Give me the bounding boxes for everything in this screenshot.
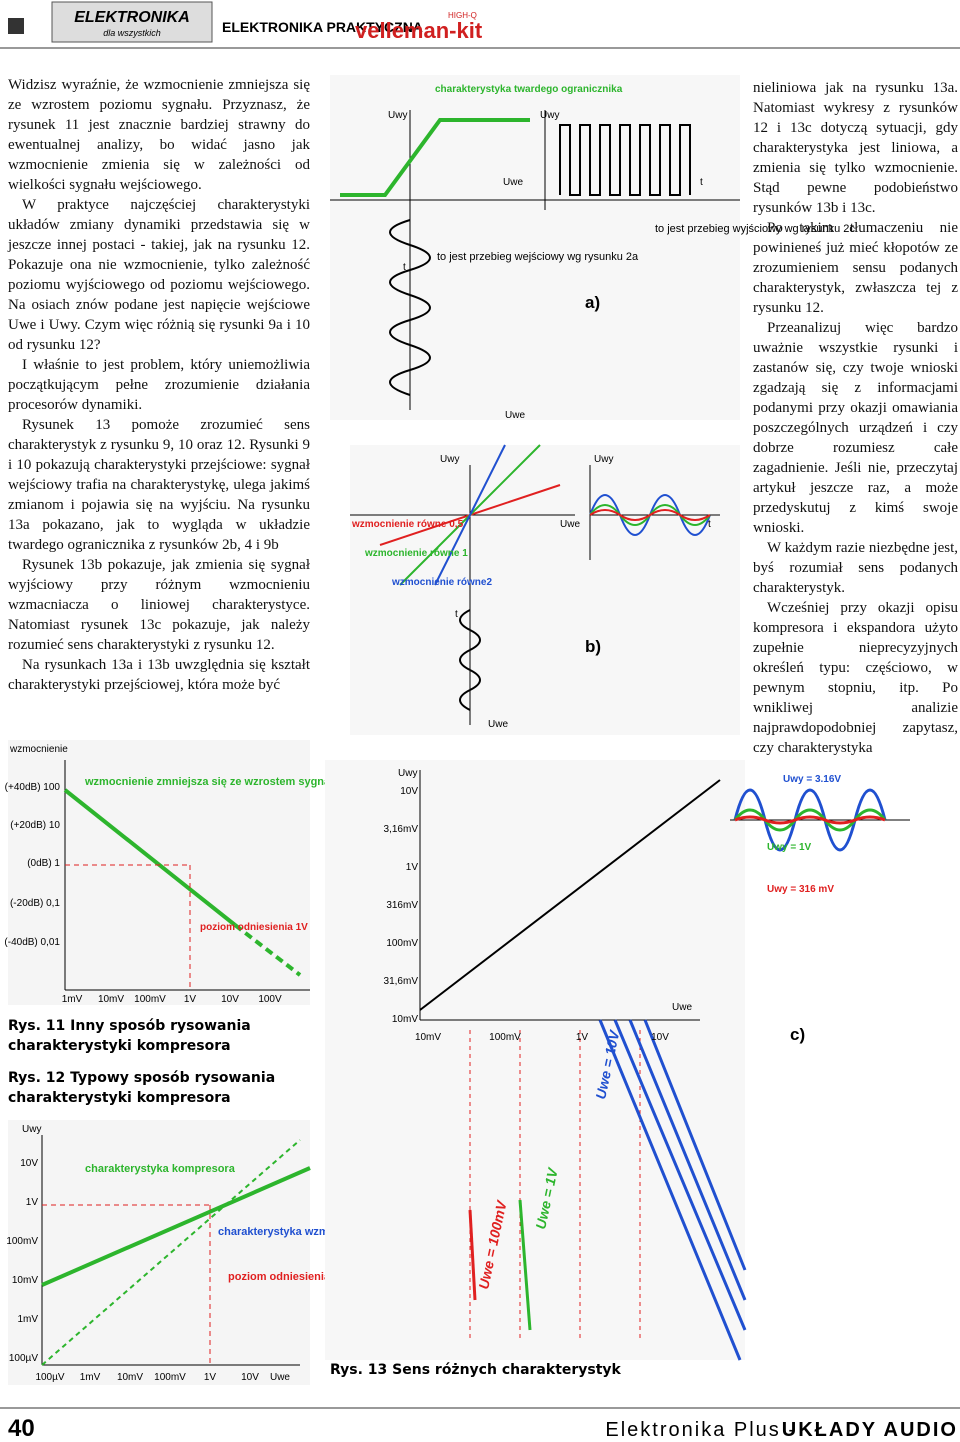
y-tick-label: 100mV (386, 938, 418, 949)
note: Uwy = 1V (767, 842, 812, 853)
x-tick-label: 100mV (134, 994, 166, 1005)
paragraph: Przeanalizuj więc bardzo uważnie wszystk… (753, 320, 958, 536)
x-tick-label: 10V (241, 1372, 259, 1383)
fig13c: Uwy 10V 3,16mV 1V 316mV 100mV 31,6mV 10m… (325, 760, 910, 1361)
note: charakterystyka kompresora (85, 1163, 236, 1175)
paragraph: W każdym razie niezbędne jest, byś rozum… (753, 540, 958, 596)
y-tick-label: 1mV (17, 1314, 38, 1325)
x-tick-label: 10mV (415, 1032, 441, 1043)
y-tick-label: 3,16mV (384, 824, 419, 835)
fig13b: Uwy Uwy Uwe Uwe t t wzmocnienie równe 0,… (350, 444, 740, 735)
page-number: 40 (8, 1415, 35, 1442)
axis-label: Uwy (388, 110, 407, 121)
column: nieliniowa jak na rysunku 13a. Natomiast… (753, 78, 958, 758)
paragraph: Wcześniej przy okazji opisu kompresora i… (753, 600, 958, 756)
fig11: wzmocnienie (+40dB) 100 (+20dB) 10 (0dB)… (4, 740, 340, 1005)
axis-label: Uwe (503, 177, 523, 188)
paragraph: Rysunek 13 pomoże zrozumieć sens charakt… (8, 417, 310, 553)
y-tick-label: 100µV (9, 1353, 38, 1364)
logo: velleman-kit (355, 18, 483, 43)
y-tick-label: (+20dB) 10 (10, 820, 60, 831)
paragraph: Rysunek 13b pokazuje, jak zmienia się sy… (8, 557, 310, 653)
paragraph: I właśnie to jest problem, który uniemoż… (8, 357, 310, 413)
x-tick-label: 100mV (154, 1372, 186, 1383)
axis-label: Uwy (594, 454, 613, 465)
caption: Rys. 12 Typowy sposób rysowania charakte… (8, 1070, 276, 1106)
paragraph: Widzisz wyraźnie, że wzmocnienie zmniejs… (8, 77, 310, 193)
axis-label: t (700, 177, 703, 188)
logo-sub: dla wszystkich (103, 28, 161, 38)
y-tick-label: 1V (26, 1197, 39, 1208)
y-tick-label: (+40dB) 100 (5, 782, 61, 793)
note: wzmocnienie równe 0,5 (351, 519, 464, 530)
fig-label: a) (585, 293, 600, 312)
axis-title: Uwy (398, 768, 417, 779)
fig13a: charakterystyka twardego ogranicznika Uw… (330, 75, 855, 421)
logo-box (51, 1, 213, 43)
y-tick-label: 10mV (392, 1014, 418, 1025)
note: to jest przebieg wejściowy wg rysunku 2a (437, 251, 639, 263)
x-tick-label: 1V (576, 1032, 589, 1043)
x-tick-label: 1mV (62, 994, 83, 1005)
y-tick-label: 31,6mV (384, 976, 419, 987)
note: charakterystyka twardego ogranicznika (435, 84, 623, 95)
axis-label: Uwe (488, 719, 508, 730)
note: poziom odniesienia 1V (200, 922, 308, 933)
y-tick-label: (-20dB) 0,1 (10, 898, 60, 909)
section: UKŁADY AUDIO (782, 1419, 958, 1441)
note: Uwy = 3.16V (783, 774, 841, 785)
x-tick-label: 1mV (80, 1372, 101, 1383)
logo-tag: HIGH-Q (448, 11, 477, 20)
x-tick-label: 1V (184, 994, 197, 1005)
caption: Rys. 11 Inny sposób rysowania charaktery… (8, 1018, 251, 1054)
fig-label: c) (790, 1025, 805, 1044)
note: wzmocnienie równe2 (391, 577, 492, 588)
note: wzmocnienie zmniejsza się ze wzrostem sy… (84, 776, 340, 788)
paragraph: Na rysunkach 13a i 13b uwzględnia się ks… (8, 657, 310, 693)
y-tick-label: 10V (400, 786, 418, 797)
axis-title: wzmocnienie (9, 744, 68, 755)
y-tick-label: (0dB) 1 (27, 858, 60, 869)
note: to jest przebieg wyjściowy wg rysunku 2c (655, 223, 855, 235)
x-tick-label: 1V (204, 1372, 217, 1383)
x-tick-label: 100µV (35, 1372, 64, 1383)
y-tick-label: 10V (20, 1158, 38, 1169)
axis-label: t (708, 519, 711, 530)
x-tick-label: 10mV (117, 1372, 143, 1383)
paragraph: nieliniowa jak na rysunku 13a. Natomiast… (753, 80, 958, 216)
axis-label: Uwe (505, 410, 525, 421)
x-tick-label: 10V (221, 994, 239, 1005)
caption: Rys. 13 Sens różnych charakterystyk (330, 1362, 621, 1378)
y-tick-label: 1V (406, 862, 419, 873)
axis-title: Uwy (22, 1124, 41, 1135)
paragraph: W praktyce najczęściej charakterystyki u… (8, 197, 310, 353)
axis-label: t (403, 262, 406, 273)
axis-label: Uwy (540, 110, 559, 121)
axis-label: t (455, 609, 458, 620)
x-tick-label: 10V (651, 1032, 669, 1043)
y-tick-label: 100mV (6, 1236, 38, 1247)
note: Uwy = 316 mV (767, 884, 834, 895)
square (8, 18, 24, 34)
axis-label: Uwy (440, 454, 459, 465)
x-tick-label: 100mV (489, 1032, 521, 1043)
magazine: Elektronika Plus - (605, 1419, 797, 1441)
paragraph: Po takim tłumaczeniu nie powinieneś już … (753, 220, 958, 316)
x-tick-label: Uwe (270, 1372, 290, 1383)
x-tick-label: 100V (258, 994, 282, 1005)
y-tick-label: (-40dB) 0,01 (4, 937, 60, 948)
logo: ELEKTRONIKA PRAKTYCZNA (222, 19, 423, 35)
axis-label: Uwe (560, 519, 580, 530)
fig-label: b) (585, 637, 601, 656)
logo: ELEKTRONIKA (74, 9, 190, 26)
y-tick-label: 316mV (386, 900, 418, 911)
note: wzmocnienie równe 1 (364, 548, 468, 559)
axis-label: Uwe (672, 1002, 692, 1013)
y-tick-label: 10mV (12, 1275, 38, 1286)
x-tick-label: 10mV (98, 994, 124, 1005)
column: Widzisz wyraźnie, że wzmocnienie zmniejs… (8, 75, 310, 695)
